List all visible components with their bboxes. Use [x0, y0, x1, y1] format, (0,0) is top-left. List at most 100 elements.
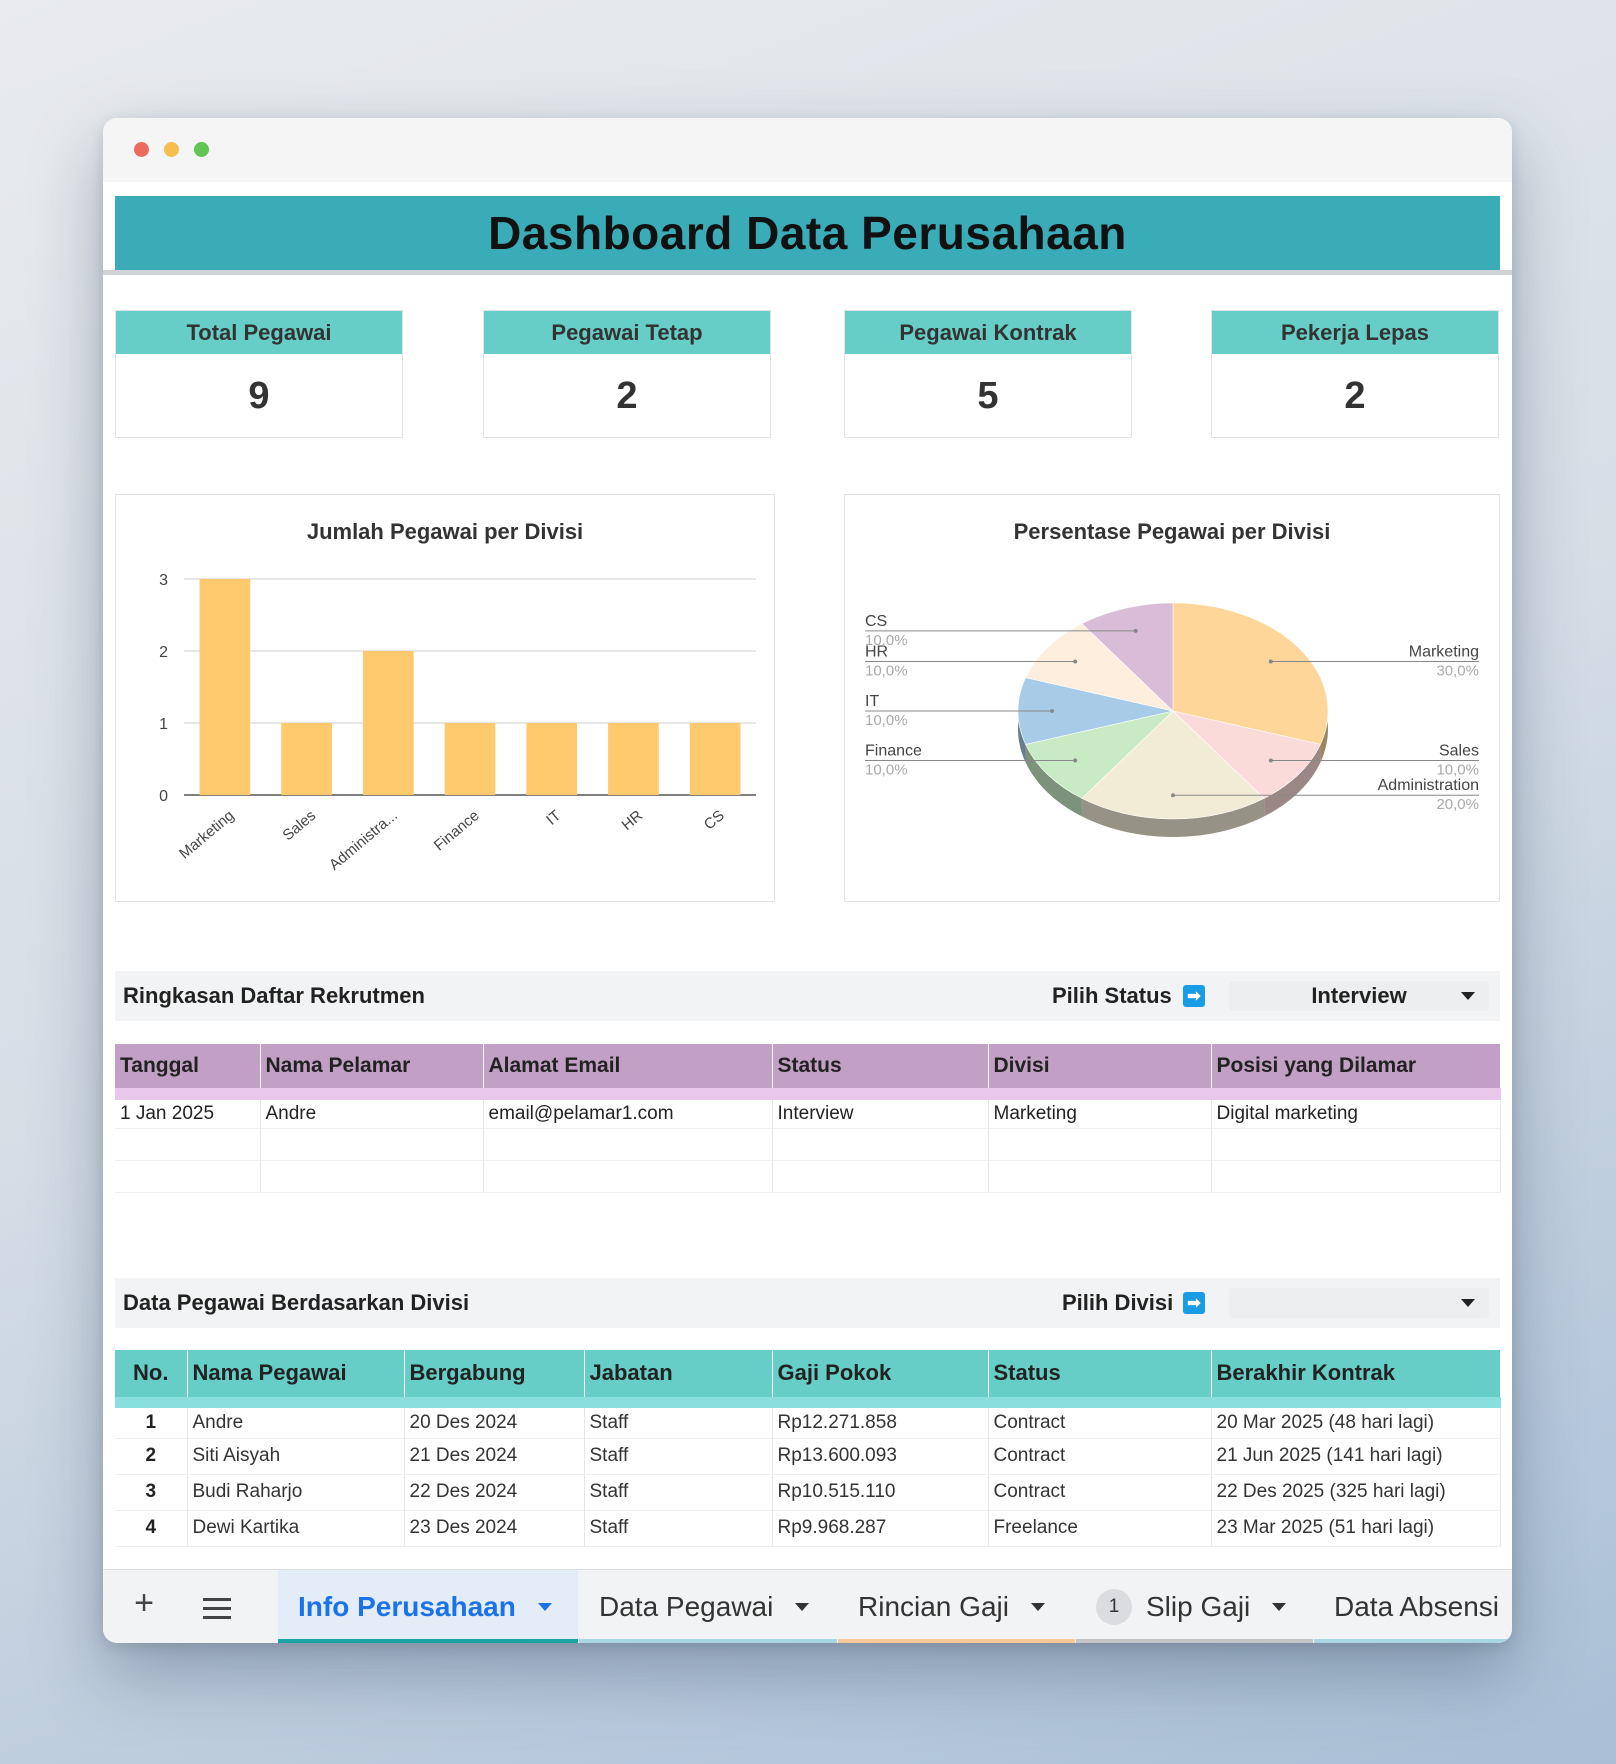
- chevron-down-icon[interactable]: [795, 1603, 810, 1611]
- table-cell[interactable]: 23 Mar 2025 (51 hari lagi): [1211, 1510, 1501, 1547]
- table-cell[interactable]: Interview: [772, 1094, 989, 1129]
- table-cell[interactable]: [772, 1160, 989, 1193]
- table-cell[interactable]: Andre: [187, 1402, 405, 1439]
- table-cell[interactable]: Contract: [988, 1474, 1212, 1511]
- tab-rincian-gaji[interactable]: Rincian Gaji: [838, 1570, 1075, 1643]
- table-cell[interactable]: 3: [115, 1474, 188, 1511]
- hamburger-menu-icon[interactable]: [203, 1598, 231, 1625]
- col-header[interactable]: Gaji Pokok: [772, 1350, 989, 1408]
- table-cell[interactable]: 22 Des 2024: [404, 1474, 585, 1511]
- table-cell[interactable]: [1211, 1128, 1501, 1161]
- table-cell[interactable]: Staff: [584, 1438, 773, 1475]
- pie-slice-2: [1081, 710, 1265, 820]
- table-cell[interactable]: 1 Jan 2025: [115, 1094, 261, 1129]
- close-window-button[interactable]: [134, 142, 149, 157]
- table-cell[interactable]: Dewi Kartika: [187, 1510, 405, 1547]
- table-cell[interactable]: [483, 1160, 773, 1193]
- table-cell[interactable]: Rp12.271.858: [772, 1402, 989, 1439]
- table-cell[interactable]: Staff: [584, 1474, 773, 1511]
- chevron-down-icon: [1461, 1299, 1475, 1307]
- table-cell[interactable]: 4: [115, 1510, 188, 1547]
- table-cell[interactable]: 1: [115, 1402, 188, 1439]
- table-cell[interactable]: [988, 1160, 1212, 1193]
- table-cell[interactable]: [260, 1160, 484, 1193]
- pie-value-label: 10,0%: [865, 712, 908, 729]
- table-cell[interactable]: Contract: [988, 1438, 1212, 1475]
- table-cell[interactable]: Freelance: [988, 1510, 1212, 1547]
- tab-data-absensi[interactable]: Data Absensi: [1314, 1570, 1512, 1643]
- bar-chart: 0 1 2 3 Marketing Sales Administra... Finance IT…: [159, 572, 756, 874]
- col-header[interactable]: No.: [115, 1350, 188, 1408]
- table-cell[interactable]: 21 Des 2024: [404, 1438, 585, 1475]
- col-header[interactable]: Posisi yang Dilamar: [1211, 1044, 1501, 1100]
- minimize-window-button[interactable]: [164, 142, 179, 157]
- table-cell[interactable]: [1211, 1160, 1501, 1193]
- bar-2: [362, 651, 414, 795]
- tab-data-pegawai[interactable]: Data Pegawai: [579, 1570, 837, 1643]
- col-header[interactable]: Tanggal: [115, 1044, 261, 1100]
- table-cell[interactable]: Rp9.968.287: [772, 1510, 989, 1547]
- col-header[interactable]: Status: [988, 1350, 1212, 1408]
- table-cell[interactable]: [483, 1128, 773, 1161]
- arrow-right-icon: ➡: [1183, 985, 1205, 1007]
- col-header[interactable]: Alamat Email: [483, 1044, 773, 1100]
- table-cell[interactable]: 22 Des 2025 (325 hari lagi): [1211, 1474, 1501, 1511]
- table-cell[interactable]: 23 Des 2024: [404, 1510, 585, 1547]
- table-row: 2 Siti Aisyah 21 Des 2024 Staff Rp13.600…: [115, 1438, 1501, 1475]
- pie-label: Administration: [1378, 777, 1479, 794]
- table-cell[interactable]: [772, 1128, 989, 1161]
- table-cell[interactable]: Contract: [988, 1402, 1212, 1439]
- plus-icon[interactable]: +: [134, 1584, 154, 1622]
- col-header[interactable]: Nama Pegawai: [187, 1350, 405, 1408]
- window-titlebar: [103, 118, 1512, 182]
- table-cell[interactable]: Marketing: [988, 1094, 1212, 1129]
- pie-chart-box[interactable]: Persentase Pegawai per Divisi Marketing 3…: [844, 494, 1500, 902]
- employee-table: No. Nama Pegawai Bergabung Jabatan Gaji …: [115, 1350, 1501, 1547]
- chevron-down-icon[interactable]: [537, 1603, 552, 1611]
- app-window: Dashboard Data Perusahaan Total Pegawai …: [103, 118, 1512, 1643]
- table-cell[interactable]: Digital marketing: [1211, 1094, 1501, 1129]
- y-tick-label: 3: [159, 572, 168, 589]
- bar-5: [608, 723, 659, 795]
- division-filter-dropdown[interactable]: [1229, 1288, 1489, 1318]
- x-tick-label: IT: [543, 807, 564, 829]
- leader-dot: [1268, 659, 1273, 664]
- col-header[interactable]: Divisi: [988, 1044, 1212, 1100]
- col-header[interactable]: Jabatan: [584, 1350, 773, 1408]
- table-cell[interactable]: Staff: [584, 1402, 773, 1439]
- y-tick-label: 0: [159, 788, 168, 805]
- tab-color-indicator: [1314, 1639, 1512, 1643]
- pie-label: IT: [865, 693, 879, 710]
- table-row-empty: [115, 1128, 1501, 1161]
- col-header[interactable]: Bergabung: [404, 1350, 585, 1408]
- table-cell[interactable]: [260, 1128, 484, 1161]
- chevron-down-icon[interactable]: [1272, 1603, 1287, 1611]
- table-cell[interactable]: Staff: [584, 1510, 773, 1547]
- table-cell[interactable]: [988, 1128, 1212, 1161]
- table-cell[interactable]: [115, 1160, 261, 1193]
- chevron-down-icon[interactable]: [1030, 1603, 1045, 1611]
- table-cell[interactable]: email@pelamar1.com: [483, 1094, 773, 1129]
- kpi-label: Pegawai Kontrak: [845, 311, 1131, 354]
- table-cell[interactable]: Rp13.600.093: [772, 1438, 989, 1475]
- table-cell[interactable]: Rp10.515.110: [772, 1474, 989, 1511]
- table-cell[interactable]: Budi Raharjo: [187, 1474, 405, 1511]
- bar-chart-box[interactable]: Jumlah Pegawai per Divisi 0 1 2 3 Marketing S…: [115, 494, 775, 902]
- table-cell[interactable]: Siti Aisyah: [187, 1438, 405, 1475]
- col-header[interactable]: Nama Pelamar: [260, 1044, 484, 1100]
- tab-slip-gaji[interactable]: 1 Slip Gaji: [1076, 1570, 1313, 1643]
- table-cell[interactable]: 2: [115, 1438, 188, 1475]
- status-filter-dropdown[interactable]: Interview: [1229, 981, 1489, 1011]
- col-header[interactable]: Status: [772, 1044, 989, 1100]
- maximize-window-button[interactable]: [194, 142, 209, 157]
- table-cell[interactable]: Andre: [260, 1094, 484, 1129]
- kpi-card-total: Total Pegawai 9: [115, 310, 403, 438]
- col-header[interactable]: Berakhir Kontrak: [1211, 1350, 1501, 1408]
- tab-info-perusahaan[interactable]: Info Perusahaan: [278, 1570, 578, 1643]
- pie-slice-6: [1081, 602, 1174, 712]
- table-cell[interactable]: [115, 1128, 261, 1161]
- table-cell[interactable]: 20 Des 2024: [404, 1402, 585, 1439]
- table-cell[interactable]: 20 Mar 2025 (48 hari lagi): [1211, 1402, 1501, 1439]
- arrow-right-icon: ➡: [1183, 1292, 1205, 1314]
- table-cell[interactable]: 21 Jun 2025 (141 hari lagi): [1211, 1438, 1501, 1475]
